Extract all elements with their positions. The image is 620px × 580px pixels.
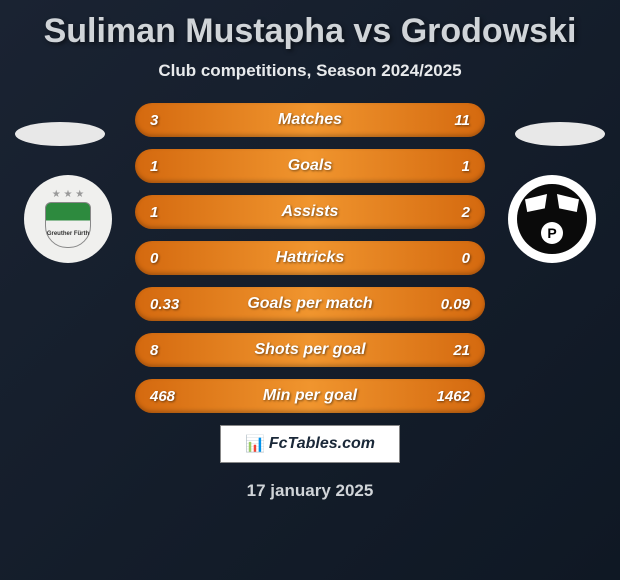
stat-label: Hattricks xyxy=(276,249,344,267)
stat-row-goals-per-match: 0.33 Goals per match 0.09 xyxy=(135,287,485,321)
stat-left-value: 3 xyxy=(150,112,158,129)
club-left-logo: ★ ★ ★ Greuther Fürth xyxy=(38,189,98,249)
club-badge-left: ★ ★ ★ Greuther Fürth xyxy=(24,175,112,263)
club-right-eagle-icon xyxy=(517,184,587,254)
stat-label: Goals per match xyxy=(247,295,372,313)
stat-row-hattricks: 0 Hattricks 0 xyxy=(135,241,485,275)
stat-right-value: 2 xyxy=(462,204,470,221)
stats-container: 3 Matches 11 1 Goals 1 1 Assists 2 0 Hat… xyxy=(135,103,485,413)
stat-left-value: 8 xyxy=(150,342,158,359)
stat-row-matches: 3 Matches 11 xyxy=(135,103,485,137)
stat-row-min-per-goal: 468 Min per goal 1462 xyxy=(135,379,485,413)
stat-left-value: 1 xyxy=(150,158,158,175)
stat-left-value: 1 xyxy=(150,204,158,221)
club-left-shield-icon: Greuther Fürth xyxy=(45,202,91,248)
club-badge-right xyxy=(508,175,596,263)
stat-label: Matches xyxy=(278,111,342,129)
stat-left-value: 0 xyxy=(150,250,158,267)
stat-label: Assists xyxy=(282,203,339,221)
stat-right-value: 1462 xyxy=(437,388,470,405)
flag-right xyxy=(515,122,605,146)
brand-logo: 📊 FcTables.com xyxy=(220,425,400,463)
stat-label: Shots per goal xyxy=(254,341,365,359)
stat-right-value: 1 xyxy=(462,158,470,175)
date-text: 17 january 2025 xyxy=(0,481,620,501)
stat-label: Min per goal xyxy=(263,387,357,405)
stat-right-value: 0 xyxy=(462,250,470,267)
stat-left-value: 0.33 xyxy=(150,296,179,313)
brand-text: FcTables.com xyxy=(269,435,375,453)
stat-row-shots-per-goal: 8 Shots per goal 21 xyxy=(135,333,485,367)
chart-icon: 📊 xyxy=(245,434,265,454)
club-left-stars-icon: ★ ★ ★ xyxy=(38,189,98,200)
club-right-wings-icon xyxy=(525,194,579,214)
stat-right-value: 11 xyxy=(454,112,470,129)
subtitle: Club competitions, Season 2024/2025 xyxy=(0,61,620,81)
stat-label: Goals xyxy=(288,157,332,175)
flag-left xyxy=(15,122,105,146)
stat-left-value: 468 xyxy=(150,388,175,405)
stat-right-value: 0.09 xyxy=(441,296,470,313)
stat-row-assists: 1 Assists 2 xyxy=(135,195,485,229)
stat-right-value: 21 xyxy=(453,342,470,359)
stat-row-goals: 1 Goals 1 xyxy=(135,149,485,183)
page-title: Suliman Mustapha vs Grodowski xyxy=(0,0,620,51)
